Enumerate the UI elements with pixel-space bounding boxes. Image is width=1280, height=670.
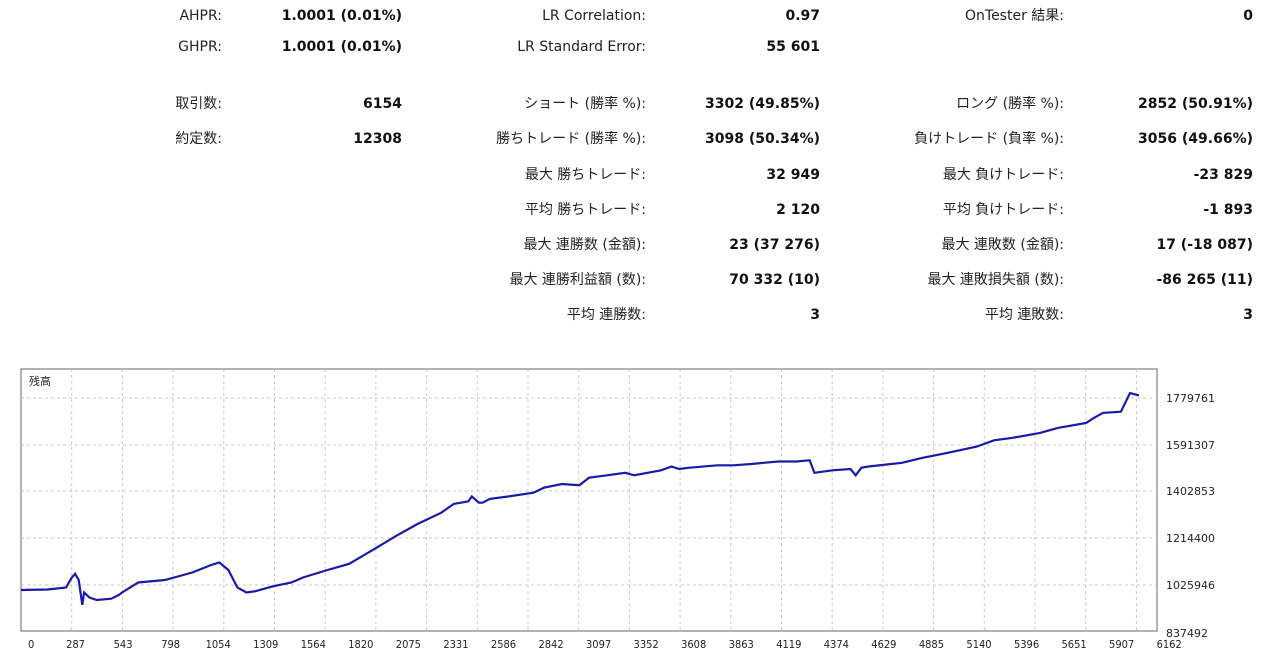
y-axis-ticks: 1779761 1591307 1402853 1214400 1025946 83749… [1166, 392, 1215, 640]
y-tick-label: 1779761 [1166, 392, 1215, 405]
deals-label: 約定数: [175, 131, 222, 147]
plot-frame [20, 368, 1158, 632]
max-consec-profit-value: 70 332 (10) [729, 272, 820, 288]
x-tick-label: 5651 [1062, 638, 1087, 651]
x-tick-label: 2075 [396, 638, 421, 651]
max-consec-wins-label: 最大 連勝数 (金額): [523, 237, 646, 253]
chart-grid [21, 369, 1157, 631]
x-tick-label: 1564 [301, 638, 326, 651]
x-axis-ticks: 0 287 543 798 1054 1309 1564 1820 2075 2331 2586 28… [28, 638, 1182, 651]
x-tick-label: 2586 [491, 638, 516, 651]
x-tick-label: 3097 [586, 638, 611, 651]
x-tick-label: 1309 [253, 638, 278, 651]
max-win-label: 最大 勝ちトレード: [524, 167, 646, 183]
ahpr-label: AHPR: [179, 8, 222, 24]
x-tick-label: 5396 [1014, 638, 1039, 651]
max-consec-losses-label: 最大 連敗数 (金額): [941, 237, 1064, 253]
x-tick-label: 2331 [443, 638, 468, 651]
x-tick-label: 1820 [348, 638, 373, 651]
trades-value: 6154 [363, 96, 402, 112]
x-tick-label: 4374 [824, 638, 849, 651]
loss-trades-value: 3056 (49.66%) [1138, 131, 1253, 147]
trades-label: 取引数: [175, 96, 222, 112]
x-tick-label: 798 [161, 638, 180, 651]
x-tick-label: 2842 [538, 638, 563, 651]
ghpr-label: GHPR: [178, 39, 222, 55]
long-label: ロング (勝率 %): [956, 96, 1064, 112]
chart-title: 残高 [29, 374, 51, 388]
ghpr-value: 1.0001 (0.01%) [281, 39, 402, 55]
ontester-value: 0 [1243, 8, 1253, 24]
max-win-value: 32 949 [766, 167, 820, 183]
lr-std-error-value: 55 601 [766, 39, 820, 55]
short-value: 3302 (49.85%) [705, 96, 820, 112]
avg-loss-label: 平均 負けトレード: [942, 202, 1064, 218]
short-label: ショート (勝率 %): [524, 96, 646, 112]
avg-win-label: 平均 勝ちトレード: [524, 202, 646, 218]
x-tick-label: 3352 [634, 638, 659, 651]
win-trades-value: 3098 (50.34%) [705, 131, 820, 147]
balance-line [20, 391, 1140, 606]
y-tick-label: 837492 [1166, 627, 1208, 640]
max-consec-loss-amount-value: -86 265 (11) [1156, 272, 1253, 288]
lr-correlation-label: LR Correlation: [542, 8, 646, 24]
loss-trades-label: 負けトレード (負率 %): [914, 131, 1064, 147]
y-tick-label: 1214400 [1166, 532, 1215, 545]
max-loss-label: 最大 負けトレード: [942, 167, 1064, 183]
max-loss-value: -23 829 [1193, 167, 1253, 183]
lr-std-error-label: LR Standard Error: [517, 39, 646, 55]
win-trades-label: 勝ちトレード (勝率 %): [496, 131, 646, 147]
x-tick-label: 4885 [919, 638, 944, 651]
avg-consec-losses-label: 平均 連敗数: [984, 307, 1064, 323]
max-consec-loss-amount-label: 最大 連敗損失額 (数): [927, 272, 1064, 288]
max-consec-losses-value: 17 (-18 087) [1156, 237, 1253, 253]
x-tick-label: 0 [28, 638, 34, 651]
ontester-label: OnTester 結果: [965, 8, 1064, 24]
x-tick-label: 543 [114, 638, 133, 651]
x-tick-label: 287 [66, 638, 85, 651]
max-consec-profit-label: 最大 連勝利益額 (数): [509, 272, 646, 288]
balance-chart: 残高 0 287 543 798 1054 1309 1564 1820 2075 2331 258… [0, 360, 1280, 670]
avg-loss-value: -1 893 [1203, 202, 1253, 218]
x-tick-label: 5140 [966, 638, 991, 651]
x-tick-label: 4119 [776, 638, 801, 651]
avg-consec-wins-value: 3 [810, 307, 820, 323]
x-tick-label: 5907 [1109, 638, 1134, 651]
y-tick-label: 1025946 [1166, 579, 1215, 592]
x-tick-label: 6162 [1157, 638, 1182, 651]
long-value: 2852 (50.91%) [1138, 96, 1253, 112]
lr-correlation-value: 0.97 [785, 8, 820, 24]
avg-consec-losses-value: 3 [1243, 307, 1253, 323]
avg-win-value: 2 120 [776, 202, 820, 218]
x-tick-label: 3608 [681, 638, 706, 651]
deals-value: 12308 [353, 131, 402, 147]
ahpr-value: 1.0001 (0.01%) [281, 8, 402, 24]
x-tick-label: 3863 [729, 638, 754, 651]
balance-chart-svg: 残高 0 287 543 798 1054 1309 1564 1820 2075 2331 258… [20, 368, 1215, 651]
x-tick-label: 4629 [871, 638, 896, 651]
y-tick-label: 1402853 [1166, 485, 1215, 498]
avg-consec-wins-label: 平均 連勝数: [566, 307, 646, 323]
max-consec-wins-value: 23 (37 276) [729, 237, 820, 253]
y-tick-label: 1591307 [1166, 439, 1215, 452]
x-tick-label: 1054 [206, 638, 231, 651]
